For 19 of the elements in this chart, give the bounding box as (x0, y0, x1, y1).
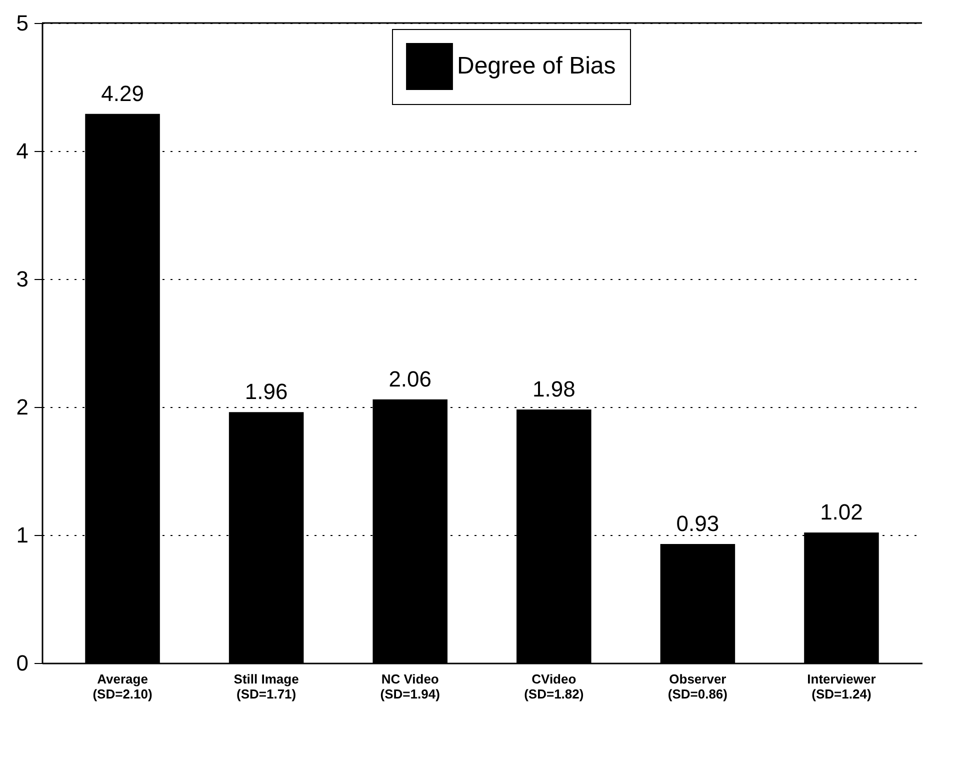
data-label: 4.29 (101, 80, 144, 106)
y-tick-label: 2 (16, 394, 28, 420)
y-tick-label: 5 (16, 10, 28, 36)
y-tick-label: 4 (16, 138, 28, 164)
x-tick-label: Observer (SD=0.86) (668, 672, 728, 702)
x-tick-label: Interviewer (SD=1.24) (807, 672, 876, 702)
data-label: 0.93 (676, 510, 720, 536)
data-label: 1.98 (532, 376, 576, 402)
data-label: 1.96 (244, 379, 288, 404)
x-tick-label: Still Image (SD=1.71) (234, 672, 299, 702)
data-label: 2.06 (388, 366, 432, 392)
x-tick-label: NC Video (SD=1.94) (380, 672, 440, 702)
y-tick-label: 0 (16, 650, 28, 676)
y-tick-label: 1 (16, 522, 28, 548)
x-tick-label: CVideo (SD=1.82) (524, 672, 584, 702)
legend-label: Degree of Bias (457, 52, 616, 80)
data-label: 1.02 (820, 499, 863, 524)
x-tick-label: Average (SD=2.10) (92, 672, 152, 702)
y-tick-label: 3 (16, 266, 28, 292)
